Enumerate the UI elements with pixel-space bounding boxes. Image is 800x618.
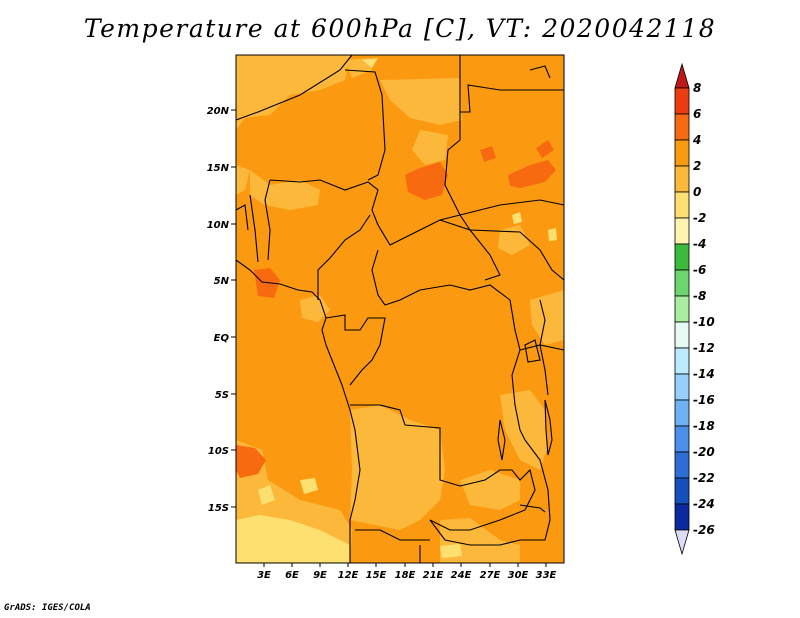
lon-label: 9E (313, 570, 327, 581)
colorbar-label: -22 (693, 471, 715, 485)
colorbar-label: -2 (693, 211, 706, 225)
lon-label: 6E (285, 570, 299, 581)
colorbar-label: -16 (693, 393, 715, 407)
colorbar-swatch (674, 321, 690, 349)
colorbar-swatch (674, 425, 690, 453)
lon-label: 30E (508, 570, 529, 581)
lat-label: 15N (207, 163, 230, 174)
lat-label: EQ (214, 333, 230, 344)
colorbar-label: -12 (693, 341, 715, 355)
colorbar-label: -6 (693, 263, 706, 277)
lat-label: 5N (214, 276, 230, 287)
colorbar-bottom-arrow (674, 529, 690, 556)
lat-label: 15S (208, 503, 229, 514)
colorbar-swatch (674, 191, 690, 219)
colorbar-label: -24 (693, 497, 715, 511)
colorbar-label: -26 (693, 523, 715, 537)
lat-label: 10S (208, 446, 229, 457)
lon-label: 12E (338, 570, 359, 581)
colorbar-top-arrow (674, 62, 690, 89)
lon-label: 33E (536, 570, 557, 581)
colorbar-swatch (674, 477, 690, 505)
map-title: Temperature at 600hPa [C], VT: 202004211… (83, 14, 717, 43)
colorbar-swatch (674, 165, 690, 193)
lat-label: 20N (207, 106, 230, 117)
longitude-axis: 3E 6E 9E 12E 15E 18E 21E 24E 27E 30E 33E (257, 563, 557, 581)
colorbar-swatch (674, 113, 690, 141)
colorbar-label: 8 (693, 81, 701, 95)
temperature-contour-minus2-to-0 (236, 58, 557, 563)
colorbar-swatch (674, 269, 690, 297)
map-frame (235, 54, 565, 564)
lat-label: 10N (207, 220, 230, 231)
colorbar-swatch (674, 243, 690, 271)
map-plot-area (235, 54, 565, 564)
lon-label: 24E (451, 570, 472, 581)
lon-label: 18E (395, 570, 416, 581)
colorbar-swatch (674, 373, 690, 401)
colorbar-label: 0 (693, 185, 701, 199)
colorbar-swatch (674, 347, 690, 375)
colorbar-swatch (674, 295, 690, 323)
colorbar-label: -18 (693, 419, 715, 433)
colorbar-label: 2 (693, 159, 701, 173)
colorbar-label: -20 (693, 445, 715, 459)
colorbar-label: -14 (693, 367, 715, 381)
colorbar-swatch (674, 87, 690, 115)
lon-label: 21E (423, 570, 444, 581)
colorbar-label: 4 (692, 133, 701, 147)
grads-credit: GrADS: IGES/COLA (4, 603, 91, 613)
colorbar-label: 6 (693, 107, 701, 121)
country-boundaries (235, 54, 565, 563)
lon-label: 3E (257, 570, 271, 581)
colorbar-swatch (674, 399, 690, 427)
latitude-axis: 20N 15N 10N 5N EQ 5S 10S 15S (207, 106, 236, 514)
colorbar-label: -4 (693, 237, 706, 251)
colorbar-swatch (674, 139, 690, 167)
colorbar-swatch (674, 503, 690, 531)
colorbar-swatch (674, 217, 690, 245)
colorbar-label: -10 (693, 315, 715, 329)
colorbar-swatch (674, 451, 690, 479)
lon-label: 15E (366, 570, 387, 581)
lat-label: 5S (215, 390, 229, 401)
colorbar-label: -8 (693, 289, 706, 303)
lon-label: 27E (480, 570, 501, 581)
colorbar: 8 6 4 2 0 -2 -4 -6 -8 -10 -12 -14 -16 -18 -20 -22 -24 -26 (674, 62, 715, 556)
